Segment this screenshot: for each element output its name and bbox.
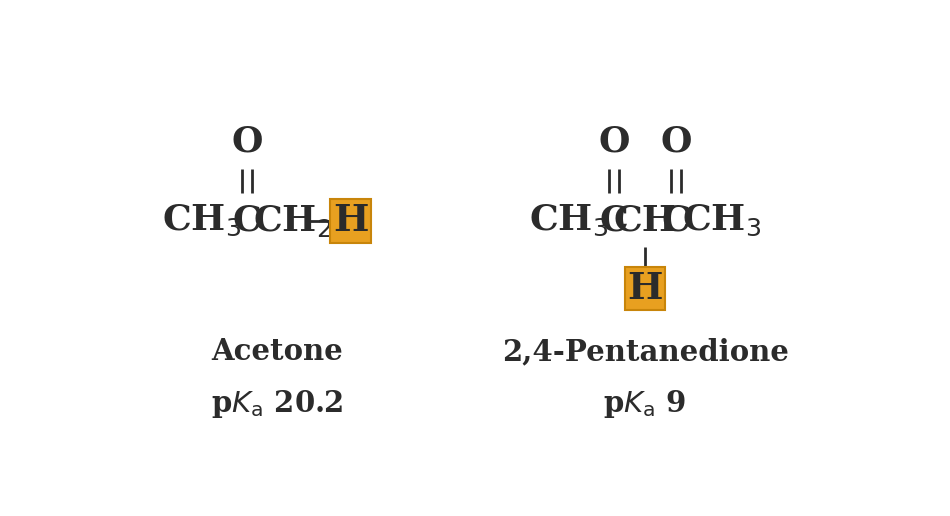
Text: H: H bbox=[628, 270, 663, 307]
Text: CH: CH bbox=[614, 204, 676, 238]
Text: 2,4-Pentanedione: 2,4-Pentanedione bbox=[502, 337, 788, 366]
Text: CH$_3$: CH$_3$ bbox=[529, 203, 608, 238]
Text: CH$_3$: CH$_3$ bbox=[682, 203, 761, 238]
Text: O: O bbox=[598, 124, 630, 158]
Text: Acetone: Acetone bbox=[211, 337, 343, 366]
Text: O: O bbox=[231, 124, 262, 158]
FancyBboxPatch shape bbox=[625, 267, 665, 310]
Text: p$K_{\rm a}$ 9: p$K_{\rm a}$ 9 bbox=[603, 388, 687, 420]
FancyBboxPatch shape bbox=[331, 199, 370, 243]
Text: C: C bbox=[233, 204, 261, 238]
Text: p$K_{\rm a}$ 20.2: p$K_{\rm a}$ 20.2 bbox=[211, 388, 343, 420]
Text: O: O bbox=[660, 124, 692, 158]
Text: C: C bbox=[599, 204, 629, 238]
Text: CH$_3$: CH$_3$ bbox=[162, 203, 241, 238]
Text: C: C bbox=[662, 204, 691, 238]
Text: CH$_2$: CH$_2$ bbox=[253, 203, 332, 239]
Text: H: H bbox=[333, 202, 369, 239]
